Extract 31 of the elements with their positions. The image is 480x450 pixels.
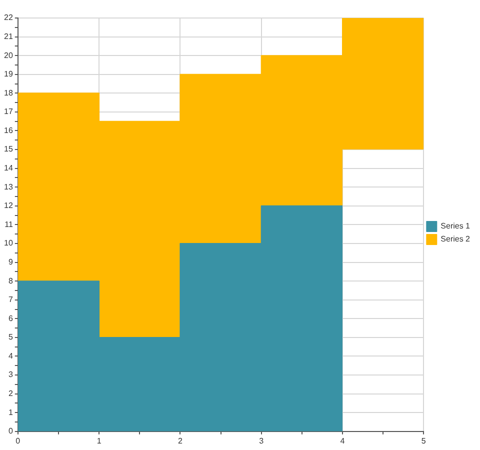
x-tick-label: 5: [421, 436, 426, 446]
x-tick-label: 0: [16, 436, 21, 446]
y-tick-label: 10: [4, 238, 14, 248]
y-tick-label: 5: [8, 332, 14, 342]
y-tick-label: 19: [4, 70, 14, 79]
y-tick-label: 4: [8, 351, 14, 360]
x-tick-label: 4: [340, 436, 346, 446]
y-tick-label: 14: [4, 164, 14, 173]
y-tick-label: 11: [4, 220, 14, 229]
x-tick-label: 3: [259, 436, 264, 446]
y-tick-label: 15: [4, 144, 14, 154]
y-tick-label: 20: [4, 50, 14, 60]
x-tick-label: 2: [178, 436, 183, 446]
y-tick-label: 3: [8, 370, 14, 380]
legend-label: Series 1: [440, 222, 471, 231]
y-tick-label: 22: [4, 13, 14, 22]
y-tick-label: 13: [4, 182, 14, 192]
y-tick-label: 21: [4, 32, 14, 41]
y-tick-label: 7: [8, 295, 14, 304]
y-tick-label: 2: [8, 389, 14, 398]
y-tick-label: 17: [4, 107, 14, 116]
y-tick-label: 16: [4, 126, 14, 135]
legend-label: Series 2: [440, 234, 471, 244]
y-tick-label: 6: [8, 314, 14, 323]
y-tick-label: 18: [4, 88, 14, 98]
y-tick-label: 9: [8, 257, 14, 266]
y-tick-label: 8: [8, 276, 14, 286]
y-tick-label: 0: [8, 426, 14, 436]
y-tick-label: 12: [4, 201, 14, 210]
y-tick-label: 1: [8, 408, 14, 417]
x-tick-label: 1: [96, 436, 102, 446]
